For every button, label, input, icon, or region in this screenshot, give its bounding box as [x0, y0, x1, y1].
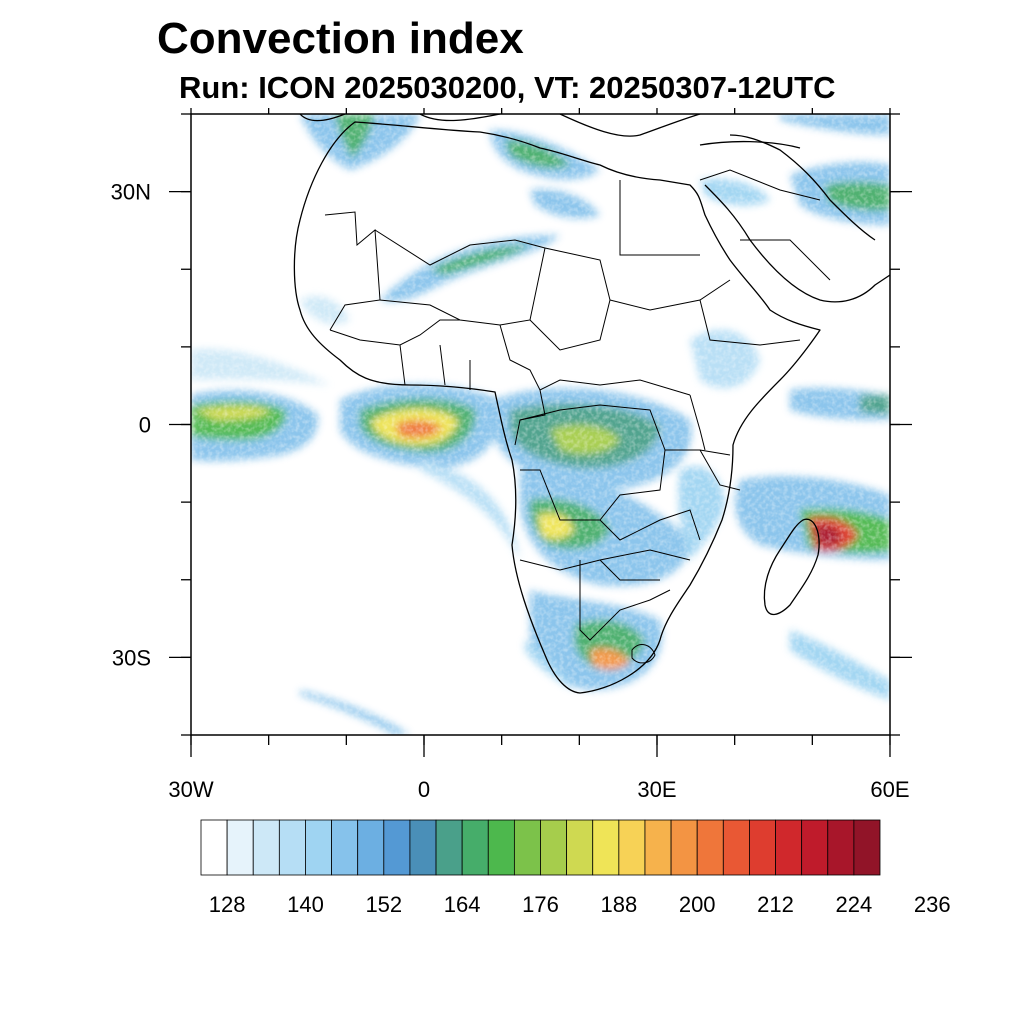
colorbar-swatch	[670, 819, 698, 876]
colorbar-swatch	[566, 819, 594, 876]
border-horn	[609, 279, 801, 346]
colorbar	[200, 819, 881, 876]
colorbar-label: 236	[914, 892, 951, 917]
colorbar-swatch	[540, 819, 568, 876]
colorbar-label: 200	[679, 892, 716, 917]
colorbar-swatch	[305, 819, 332, 876]
chart-title: Convection index	[157, 14, 524, 63]
colorbar-swatch	[853, 819, 881, 876]
colorbar-swatch	[749, 819, 776, 876]
colorbar-swatch	[278, 819, 306, 876]
colorbar-swatch	[435, 819, 463, 876]
border-zambia	[560, 509, 701, 541]
colorbar-swatch	[513, 819, 541, 876]
europe-coastline	[299, 114, 701, 137]
colorbar-label: 224	[836, 892, 873, 917]
border-central	[499, 324, 691, 446]
madagascar-coastline	[763, 518, 820, 616]
coastlines	[293, 114, 890, 694]
chart-subtitle: Run: ICON 2025030200, VT: 20250307-12UTC	[179, 70, 836, 105]
border-egypt	[619, 180, 700, 256]
colorbar-label: 128	[209, 892, 246, 917]
border-southern	[519, 549, 691, 641]
colorbar-swatch	[696, 819, 724, 876]
africa-coastline	[293, 121, 821, 694]
border-middle-east	[699, 169, 831, 281]
colorbar-swatch	[827, 819, 855, 876]
arabia-coastline	[704, 134, 890, 303]
colorbar-swatch	[592, 819, 620, 876]
country-borders	[324, 169, 831, 664]
colorbar-swatch	[487, 819, 515, 876]
x-tick-label: 0	[418, 777, 430, 802]
colorbar-labels: 128 140 152 164 176 188 200 212 224 236	[209, 892, 951, 917]
border-mali	[374, 229, 546, 266]
border-drc	[519, 404, 666, 521]
colorbar-label: 140	[287, 892, 324, 917]
x-tick-label: 60E	[870, 777, 909, 802]
border-east	[665, 394, 741, 491]
colorbar-label: 212	[757, 892, 794, 917]
colorbar-swatch	[722, 819, 750, 876]
colorbar-swatch	[775, 819, 803, 876]
y-tick-label: 30N	[111, 180, 151, 205]
colorbar-label: 164	[444, 892, 481, 917]
border-west-coast	[329, 319, 471, 390]
x-tick-label: 30E	[637, 777, 676, 802]
border-sudan	[529, 247, 611, 351]
colorbar-swatch	[461, 819, 489, 876]
axis-ticks	[169, 108, 912, 757]
colorbar-swatch	[618, 819, 646, 876]
colorbar-swatch	[226, 819, 254, 876]
colorbar-swatch	[383, 819, 411, 876]
convection-field	[191, 114, 890, 735]
colorbar-label: 152	[365, 892, 402, 917]
colorbar-swatch	[331, 819, 359, 876]
colorbar-swatch	[252, 819, 280, 876]
colorbar-swatch	[801, 819, 829, 876]
colorbar-swatch	[644, 819, 672, 876]
x-tick-label: 30W	[168, 777, 213, 802]
border-sahel	[379, 247, 546, 326]
border-lesotho	[631, 644, 656, 664]
y-tick-label: 0	[139, 413, 151, 438]
colorbar-swatch	[357, 819, 385, 876]
colorbar-swatch	[200, 819, 228, 876]
colorbar-label: 188	[600, 892, 637, 917]
colorbar-label: 176	[522, 892, 559, 917]
turkey-coastline	[699, 140, 801, 149]
axis-tick-labels: 30W 0 30E 60E 30N 0 30S	[111, 180, 910, 802]
colorbar-swatch	[409, 819, 437, 876]
y-tick-label: 30S	[112, 645, 151, 670]
